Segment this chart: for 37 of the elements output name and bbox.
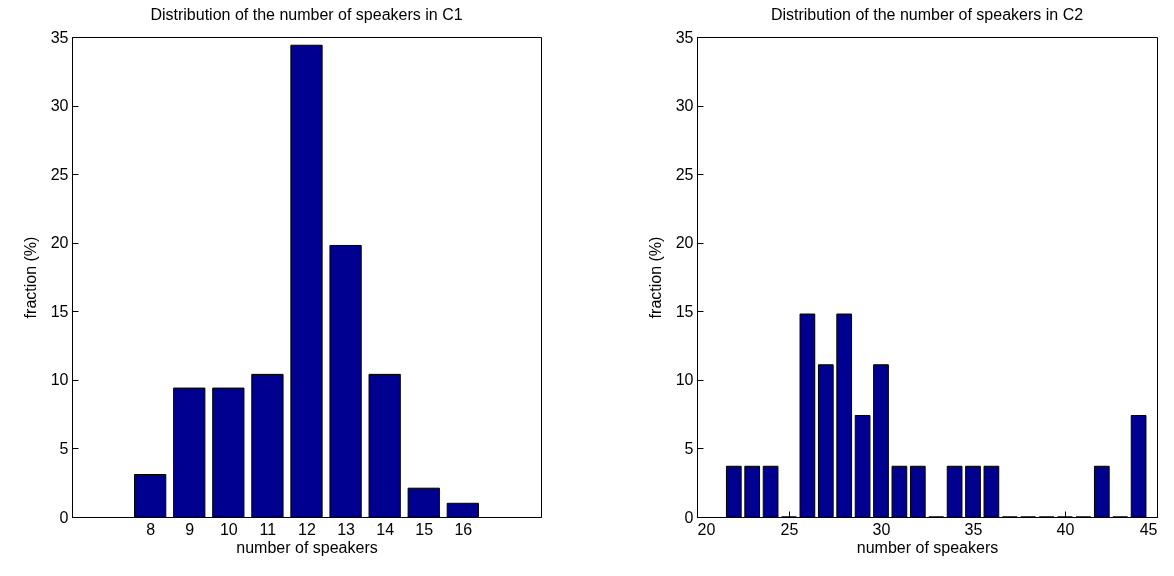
x-tick-label: 30 (872, 520, 891, 538)
x-tick-label: 25 (780, 520, 799, 538)
y-tick-label: 35 (50, 28, 69, 46)
y-tick-label: 0 (684, 508, 694, 526)
chart-title: Distribution of the number of speakers in C2 (770, 6, 1084, 23)
x-tick-label: 11 (259, 520, 277, 538)
x-axis-title: number of speakers (856, 538, 999, 556)
x-tick-label: 12 (298, 520, 316, 538)
y-tick-label: 0 (59, 508, 69, 526)
x-tick-label: 8 (146, 520, 156, 538)
x-tick-label: 35 (964, 520, 983, 538)
y-axis-title: fraction (%) (646, 236, 664, 319)
y-tick-label: 10 (50, 371, 69, 389)
y-tick-label: 30 (675, 97, 694, 115)
y-tick-label: 10 (675, 371, 694, 389)
y-tick-label: 35 (675, 28, 694, 46)
y-tick-label: 25 (50, 165, 69, 183)
x-tick-label: 13 (337, 520, 356, 538)
x-tick-label: 45 (1139, 520, 1158, 538)
y-tick-label: 20 (50, 234, 69, 252)
y-tick-label: 15 (675, 302, 694, 320)
y-tick-label: 5 (684, 439, 694, 457)
x-tick-label: 40 (1056, 520, 1075, 538)
x-tick-label: 15 (415, 520, 434, 538)
x-tick-label: 20 (697, 520, 716, 538)
x-axis-title: number of speakers (236, 538, 378, 556)
x-tick-label: 9 (185, 520, 195, 538)
y-tick-label: 30 (50, 97, 69, 115)
x-tick-label: 10 (219, 520, 238, 538)
y-tick-label: 15 (50, 302, 69, 320)
x-tick-label: 14 (376, 520, 395, 538)
chart-title: Distribution of the number of speakers in C1 (150, 6, 463, 23)
y-axis-title: fraction (%) (21, 236, 39, 319)
y-tick-label: 20 (675, 234, 694, 252)
y-tick-label: 25 (675, 165, 694, 183)
x-tick-label: 16 (454, 520, 473, 538)
y-tick-label: 5 (59, 439, 69, 457)
